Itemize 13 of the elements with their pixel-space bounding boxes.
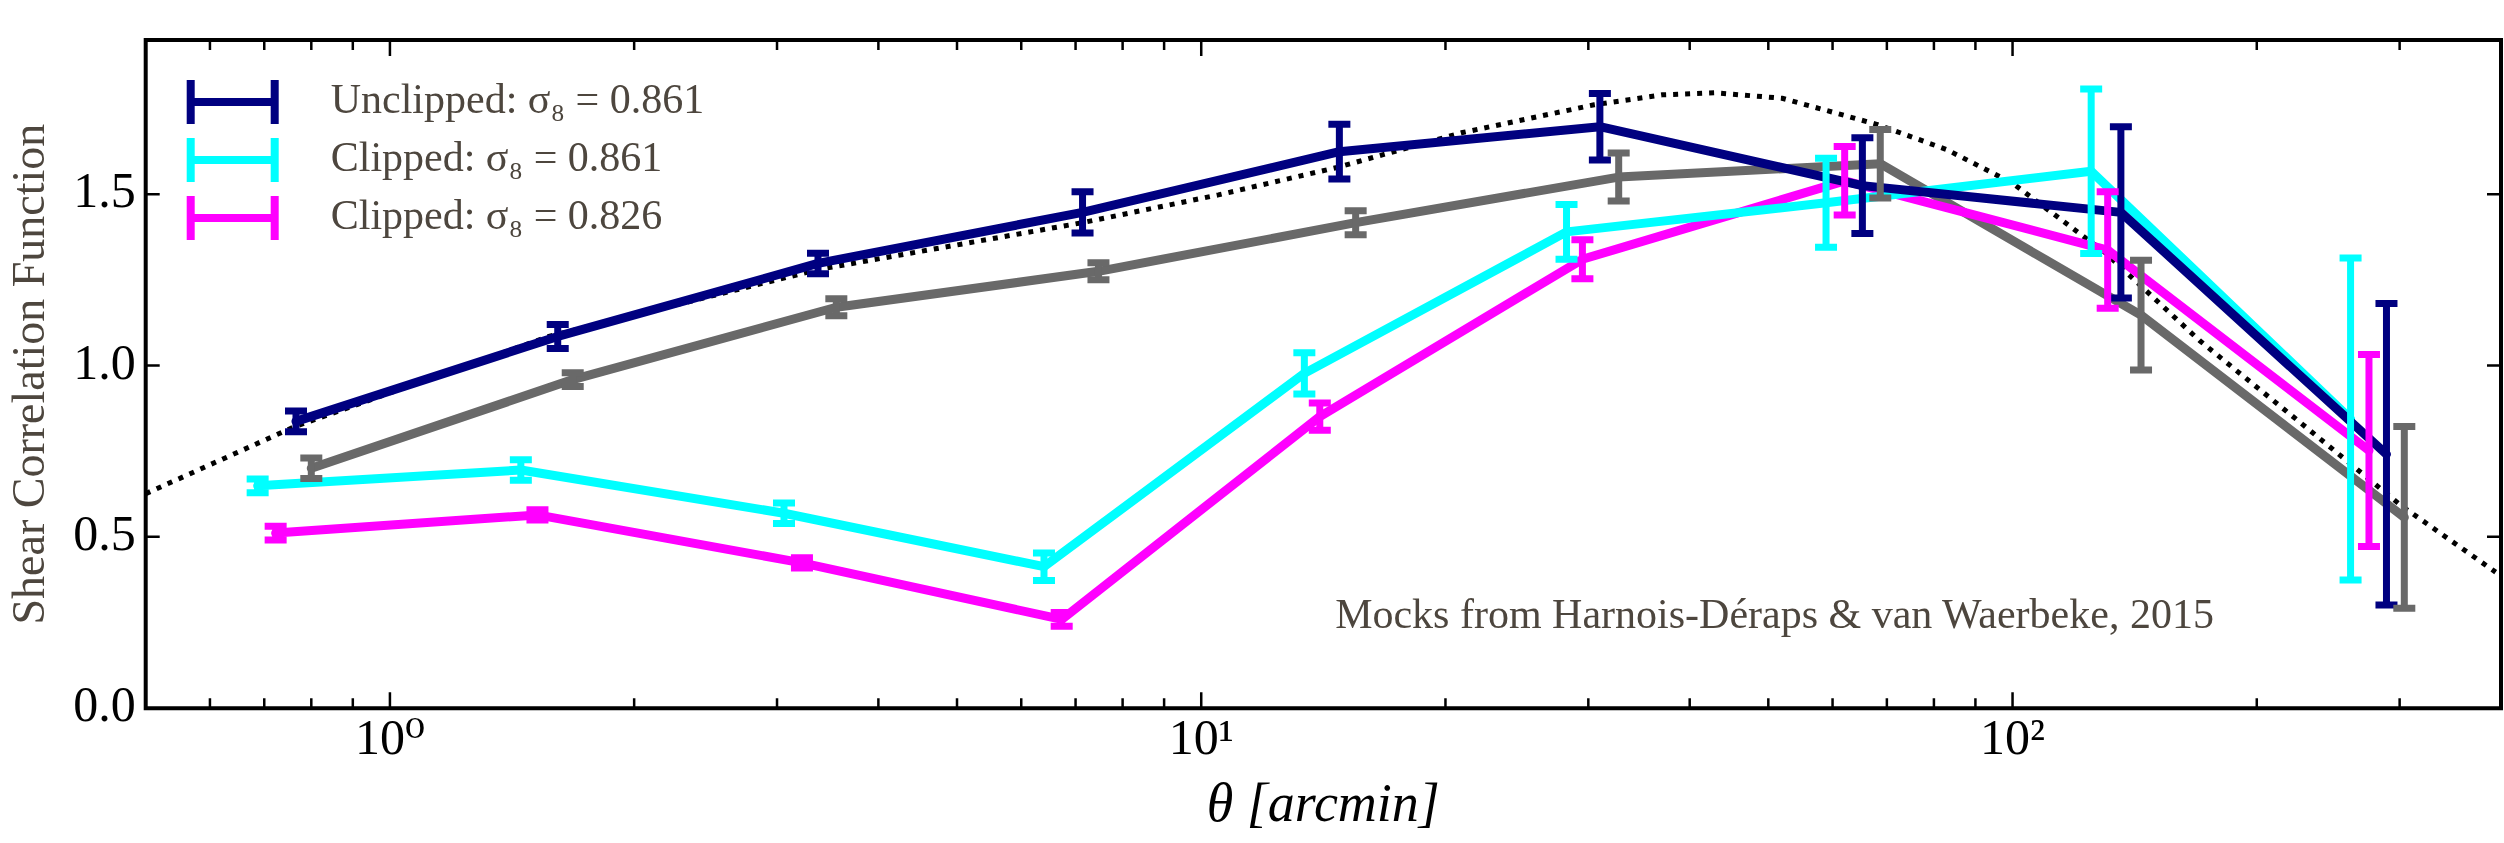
x-tick-label: 10² xyxy=(1980,709,2046,766)
y-tick-label: 1.5 xyxy=(73,162,136,219)
legend-label: Clipped: σ₈ = 0.826 xyxy=(330,192,663,239)
y-tick-label: 0.5 xyxy=(73,504,136,561)
x-tick-label: 10⁰ xyxy=(354,709,425,766)
annotation: Mocks from Harnois-Déraps & van Waerbeke, 2015 xyxy=(1335,591,2214,638)
y-axis-title: Shear Correlation Function xyxy=(2,123,54,625)
y-tick-label: 0.0 xyxy=(73,676,136,733)
legend-label: Unclipped: σ₈ = 0.861 xyxy=(330,76,705,123)
x-axis-title: θ [arcmin] xyxy=(1206,772,1440,833)
x-tick-label: 10¹ xyxy=(1168,709,1234,766)
legend-label: Clipped: σ₈ = 0.861 xyxy=(330,134,663,181)
y-tick-label: 1.0 xyxy=(73,333,136,390)
